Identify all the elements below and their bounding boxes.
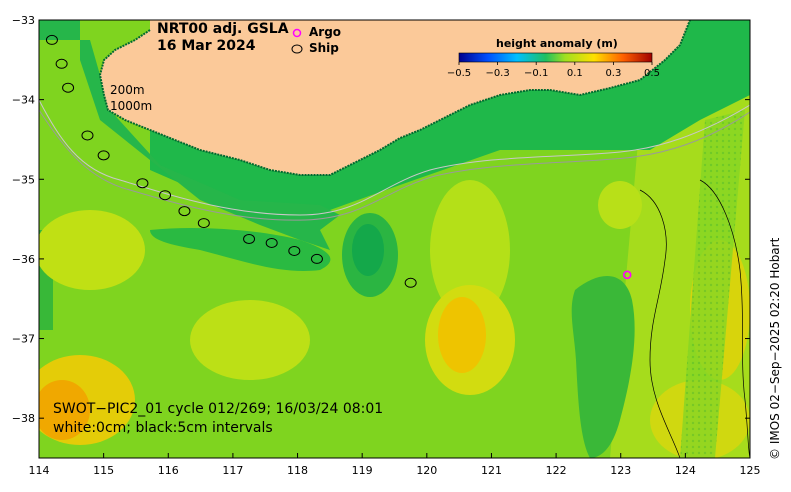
y-tick-label: −34 (12, 94, 35, 107)
black-contour-1 (639, 189, 681, 458)
isobath-200m-label: 200m (110, 83, 145, 97)
eddy-low-1-core (352, 224, 384, 276)
y-tick-label: −36 (12, 253, 35, 266)
isobath-1000m-label: 1000m (110, 99, 153, 113)
x-tick-label: 121 (481, 464, 502, 477)
colorbar-tick-label: −0.1 (524, 68, 548, 79)
isobath-200m (39, 99, 750, 216)
argo-floats (622, 270, 632, 280)
colorbar-tick-label: 0.1 (567, 68, 583, 79)
colorbar-title: height anomaly (m) (496, 37, 618, 50)
eddy-high-mid (190, 300, 310, 380)
colorbar-tick-label: 0.3 (605, 68, 621, 79)
eddy-high-1 (430, 180, 510, 320)
y-tick-label: −38 (12, 412, 35, 425)
colorbar-ticks: −0.5 −0.3 −0.1 0.1 0.3 0.5 (447, 62, 660, 79)
ship-observation (97, 150, 110, 161)
x-tick-label: 123 (610, 464, 631, 477)
ship-observation (81, 130, 94, 141)
ship-observation (136, 178, 149, 189)
colorbar-tick-label: 0.5 (644, 68, 660, 79)
map-title: NRT00 adj. GSLA 16 Mar 2024 (157, 21, 289, 55)
y-tick-label: −37 (12, 333, 35, 346)
coastline (98, 20, 691, 176)
x-tick-label: 125 (740, 464, 761, 477)
x-axis-ticks: 114 115 116 117 118 119 120 121 122 123 124 125 (29, 453, 761, 477)
ship-observation (404, 277, 417, 288)
copyright-credit: © IMOS 02−Sep−2025 02:20 Hobart (768, 237, 782, 460)
x-tick-label: 124 (675, 464, 696, 477)
map-date: 16 Mar 2024 (157, 38, 256, 54)
black-contour-2 (699, 179, 750, 458)
y-tick-label: −33 (12, 14, 35, 27)
product-name: NRT00 adj. GSLA (157, 21, 289, 37)
ship-observation (45, 34, 58, 45)
ship-observation (243, 234, 256, 244)
argo-legend-label: Argo (309, 25, 342, 39)
ship-legend-label: Ship (309, 41, 339, 55)
colorbar-tick-label: −0.5 (447, 68, 471, 79)
ship-observation (55, 58, 68, 69)
x-tick-label: 114 (29, 464, 50, 477)
ship-observation (265, 237, 278, 248)
eddy-high-3 (598, 181, 642, 229)
colorbar-tick-label: −0.3 (485, 68, 509, 79)
x-tick-label: 115 (93, 464, 114, 477)
shelf-band-inner (39, 20, 340, 250)
x-tick-label: 117 (222, 464, 243, 477)
x-tick-label: 119 (352, 464, 373, 477)
ship-observation (288, 245, 301, 256)
satellite-swath (680, 110, 745, 458)
ship-observation (310, 253, 323, 264)
shelf-lobe (150, 228, 331, 271)
eddy-low-2 (571, 276, 635, 458)
plot-frame (38, 19, 751, 459)
ship-observation (62, 82, 75, 93)
x-tick-label: 122 (546, 464, 567, 477)
y-axis-ticks: −33 −34 −35 −36 −37 −38 (12, 14, 750, 425)
isobath-1000m (39, 109, 750, 221)
argo-legend-symbol (292, 28, 302, 38)
argo-float-marker (622, 270, 632, 280)
ship-observation (197, 218, 210, 229)
eddy-high-2-core (438, 297, 486, 373)
y-tick-label: −35 (12, 173, 35, 186)
colorbar (458, 52, 653, 63)
ship-track (45, 34, 417, 288)
eddy-high-sw-core (39, 380, 90, 440)
x-tick-label: 120 (416, 464, 437, 477)
contour-info: white:0cm; black:5cm intervals (53, 420, 273, 436)
eddy-high-west (39, 210, 145, 290)
x-tick-label: 118 (287, 464, 308, 477)
ship-observation (178, 206, 191, 217)
ship-observation (159, 190, 172, 201)
x-tick-label: 116 (158, 464, 179, 477)
ship-legend-symbol (291, 44, 303, 54)
satellite-pass-info: SWOT−PIC2_01 cycle 012/269; 16/03/24 08:… (53, 401, 384, 417)
